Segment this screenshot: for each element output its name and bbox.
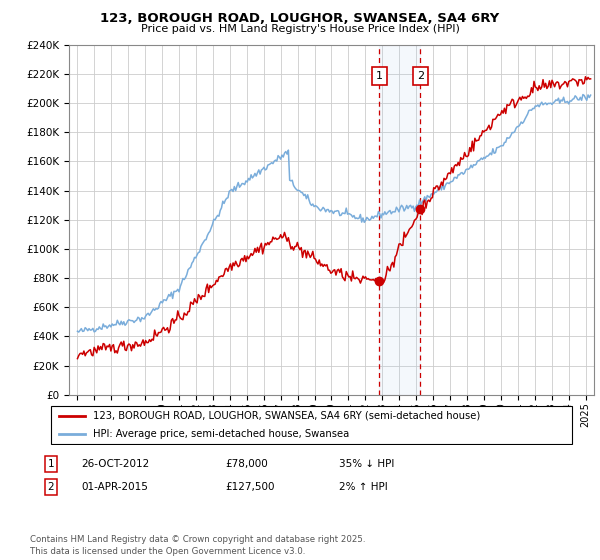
Text: 2: 2	[417, 71, 424, 81]
FancyBboxPatch shape	[50, 407, 572, 444]
Text: 2% ↑ HPI: 2% ↑ HPI	[339, 482, 388, 492]
Bar	[379, 45, 421, 395]
Text: 26-OCT-2012: 26-OCT-2012	[81, 459, 149, 469]
Text: 1: 1	[47, 459, 55, 469]
Text: 1: 1	[376, 71, 383, 81]
Text: 35% ↓ HPI: 35% ↓ HPI	[339, 459, 394, 469]
Text: HPI: Average price, semi-detached house, Swansea: HPI: Average price, semi-detached house,…	[93, 430, 349, 439]
Text: Contains HM Land Registry data © Crown copyright and database right 2025.
This d: Contains HM Land Registry data © Crown c…	[30, 535, 365, 556]
Text: 2: 2	[47, 482, 55, 492]
Text: 01-APR-2015: 01-APR-2015	[81, 482, 148, 492]
Text: 123, BOROUGH ROAD, LOUGHOR, SWANSEA, SA4 6RY: 123, BOROUGH ROAD, LOUGHOR, SWANSEA, SA4…	[100, 12, 500, 25]
Text: Price paid vs. HM Land Registry's House Price Index (HPI): Price paid vs. HM Land Registry's House …	[140, 24, 460, 34]
Text: 123, BOROUGH ROAD, LOUGHOR, SWANSEA, SA4 6RY (semi-detached house): 123, BOROUGH ROAD, LOUGHOR, SWANSEA, SA4…	[93, 411, 480, 421]
Text: £78,000: £78,000	[225, 459, 268, 469]
Text: £127,500: £127,500	[225, 482, 275, 492]
